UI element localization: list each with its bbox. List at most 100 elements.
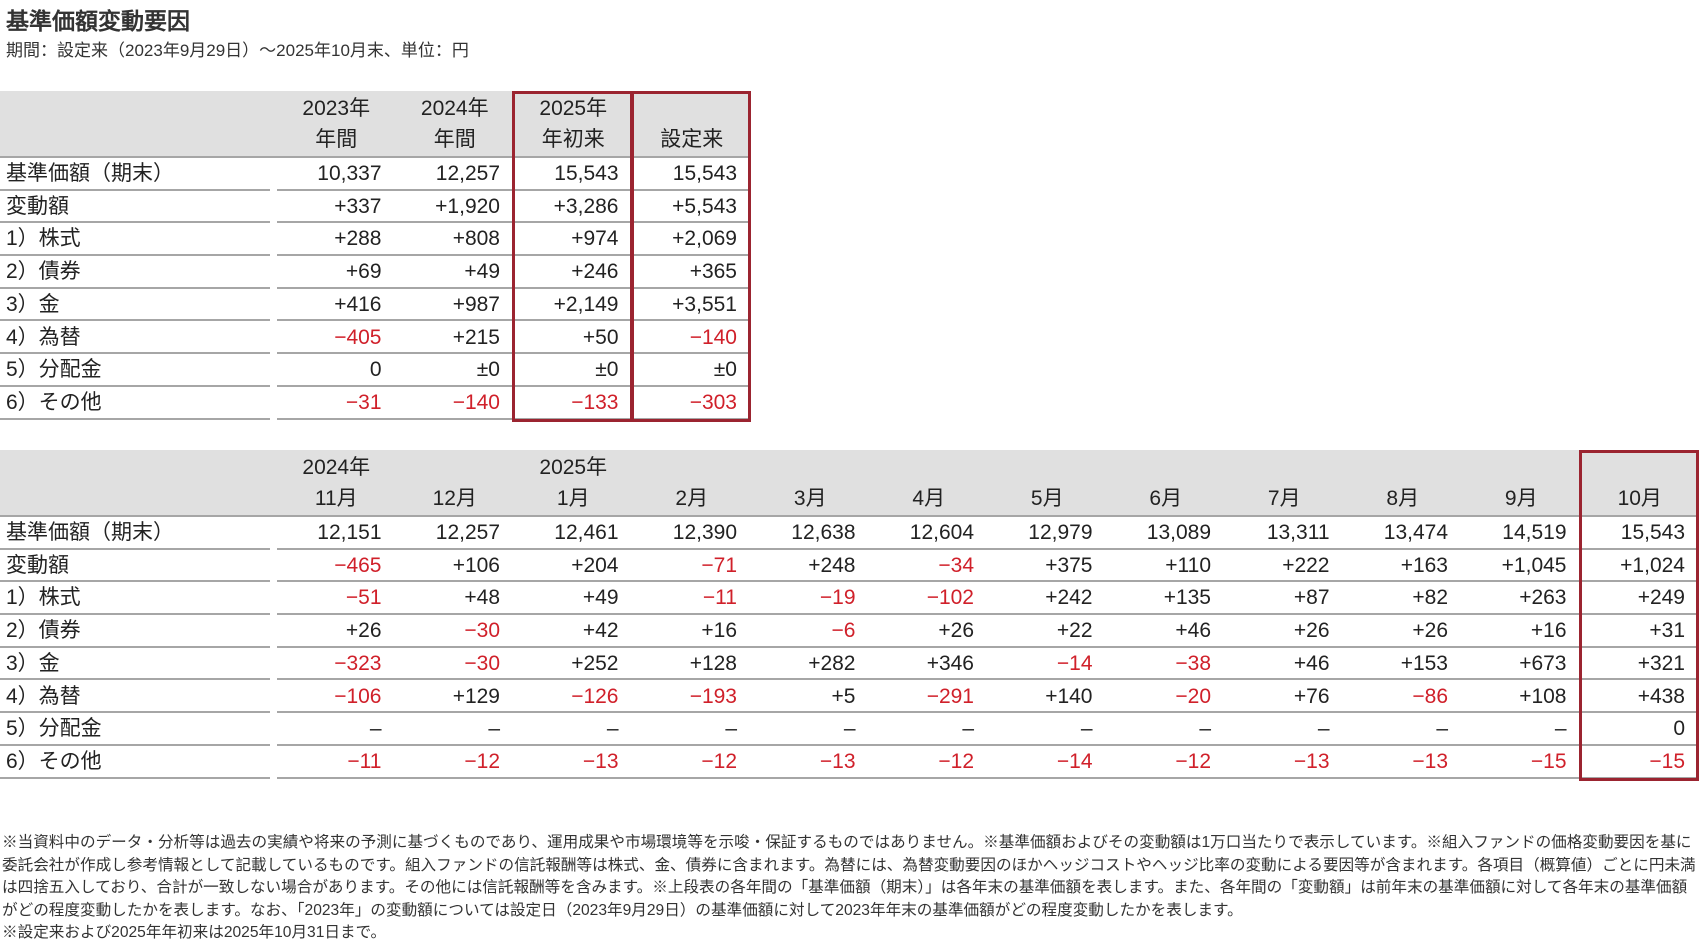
cell-value: −465: [277, 550, 396, 583]
cell-value: +163: [1343, 550, 1462, 583]
cell-value: +321: [1580, 648, 1699, 681]
cell-value: −12: [869, 746, 988, 779]
column-header: 10月: [1617, 487, 1662, 510]
cell-value: –: [1343, 713, 1462, 746]
cell-value: 12,390: [632, 517, 751, 550]
column-header: 2024年: [420, 97, 489, 120]
title: 基準価額変動要因: [6, 8, 190, 34]
cell-value: +288: [277, 223, 396, 257]
cell-value: −86: [1343, 681, 1462, 714]
cell-value: +204: [514, 550, 633, 583]
cell-value: 15,543: [514, 158, 633, 191]
cell-value: 12,257: [395, 517, 514, 550]
cell-value: +365: [632, 256, 751, 289]
cell-value: –: [1225, 713, 1344, 746]
cell-value: 13,089: [1106, 517, 1225, 550]
cell-value: −34: [869, 550, 988, 583]
column-header: 2025年: [539, 97, 608, 120]
cell-value: +222: [1225, 550, 1344, 583]
cell-value: –: [869, 713, 988, 746]
row-label: 基準価額（期末）: [0, 158, 270, 191]
cell-value: −106: [277, 681, 396, 714]
column-header: 1月: [556, 487, 590, 510]
cell-value: −31: [277, 387, 396, 420]
cell-value: +50: [514, 322, 633, 355]
cell-value: 12,151: [277, 517, 396, 550]
cell-value: +49: [395, 256, 514, 289]
cell-value: 15,543: [632, 158, 751, 191]
cell-value: –: [751, 713, 870, 746]
cell-value: ±0: [632, 354, 751, 387]
row-label: 3）金: [0, 289, 270, 322]
cell-value: −323: [277, 648, 396, 681]
cell-value: +49: [514, 582, 633, 616]
cell-value: +46: [1106, 615, 1225, 648]
row-label: 変動額: [0, 191, 270, 224]
cell-value: −6: [751, 615, 870, 648]
cell-value: −13: [1343, 746, 1462, 779]
column-header: 7月: [1267, 487, 1301, 510]
cell-value: +48: [395, 582, 514, 616]
cell-value: −30: [395, 648, 514, 681]
cell-value: +46: [1225, 648, 1344, 681]
column-header: 12月: [432, 487, 477, 510]
row-label: 1）株式: [0, 223, 270, 257]
subtitle: 期間：設定来（2023年9月29日）～2025年10月末、単位：円: [6, 41, 469, 60]
cell-value: +1,024: [1580, 550, 1699, 583]
cell-value: −15: [1462, 746, 1581, 779]
row-label: 3）金: [0, 648, 270, 681]
note: ※当資料中のデータ・分析等は過去の実績や将来の予測に基づくものであり、運用成果や…: [2, 834, 1696, 919]
cell-value: +31: [1580, 615, 1699, 648]
cell-value: +82: [1343, 582, 1462, 616]
header-bg: [0, 91, 751, 158]
cell-value: 0: [277, 354, 396, 387]
cell-value: +87: [1225, 582, 1344, 616]
cell-value: −19: [751, 582, 870, 616]
cell-value: +242: [988, 582, 1107, 616]
cell-value: +16: [1462, 615, 1581, 648]
cell-value: −102: [869, 582, 988, 616]
cell-value: +249: [1580, 582, 1699, 616]
column-header: 年間: [315, 128, 358, 151]
column-header: 5月: [1030, 487, 1064, 510]
cell-value: +263: [1462, 582, 1581, 616]
cell-value: 10,337: [277, 158, 396, 191]
cell-value: +673: [1462, 648, 1581, 681]
cell-value: −30: [395, 615, 514, 648]
cell-value: −133: [514, 387, 633, 420]
cell-value: +69: [277, 256, 396, 289]
cell-value: +3,286: [514, 191, 633, 224]
cell-value: −11: [632, 582, 751, 616]
cell-value: −15: [1580, 746, 1699, 779]
cell-value: +252: [514, 648, 633, 681]
cell-value: +153: [1343, 648, 1462, 681]
cell-value: −13: [751, 746, 870, 779]
cell-value: −303: [632, 387, 751, 420]
cell-value: +16: [632, 615, 751, 648]
cell-value: +346: [869, 648, 988, 681]
cell-value: +26: [1343, 615, 1462, 648]
cell-value: +416: [277, 289, 396, 322]
cell-value: +5,543: [632, 191, 751, 224]
cell-value: +248: [751, 550, 870, 583]
cell-value: −291: [869, 681, 988, 714]
cell-value: +1,045: [1462, 550, 1581, 583]
cell-value: +128: [632, 648, 751, 681]
row-label: 5）分配金: [0, 354, 270, 387]
cell-value: −11: [277, 746, 396, 779]
column-header: 2024年: [302, 456, 371, 479]
cell-value: –: [277, 713, 396, 746]
column-header: 2025年: [539, 456, 608, 479]
column-header: 2月: [675, 487, 709, 510]
cell-value: +215: [395, 322, 514, 355]
cell-value: +2,149: [514, 289, 633, 322]
cell-value: –: [1462, 713, 1581, 746]
row-label: 2）債券: [0, 615, 270, 648]
cell-value: +135: [1106, 582, 1225, 616]
cell-value: 12,638: [751, 517, 870, 550]
cell-value: −14: [988, 746, 1107, 779]
cell-value: +282: [751, 648, 870, 681]
cell-value: −12: [395, 746, 514, 779]
column-header: 9月: [1504, 487, 1538, 510]
